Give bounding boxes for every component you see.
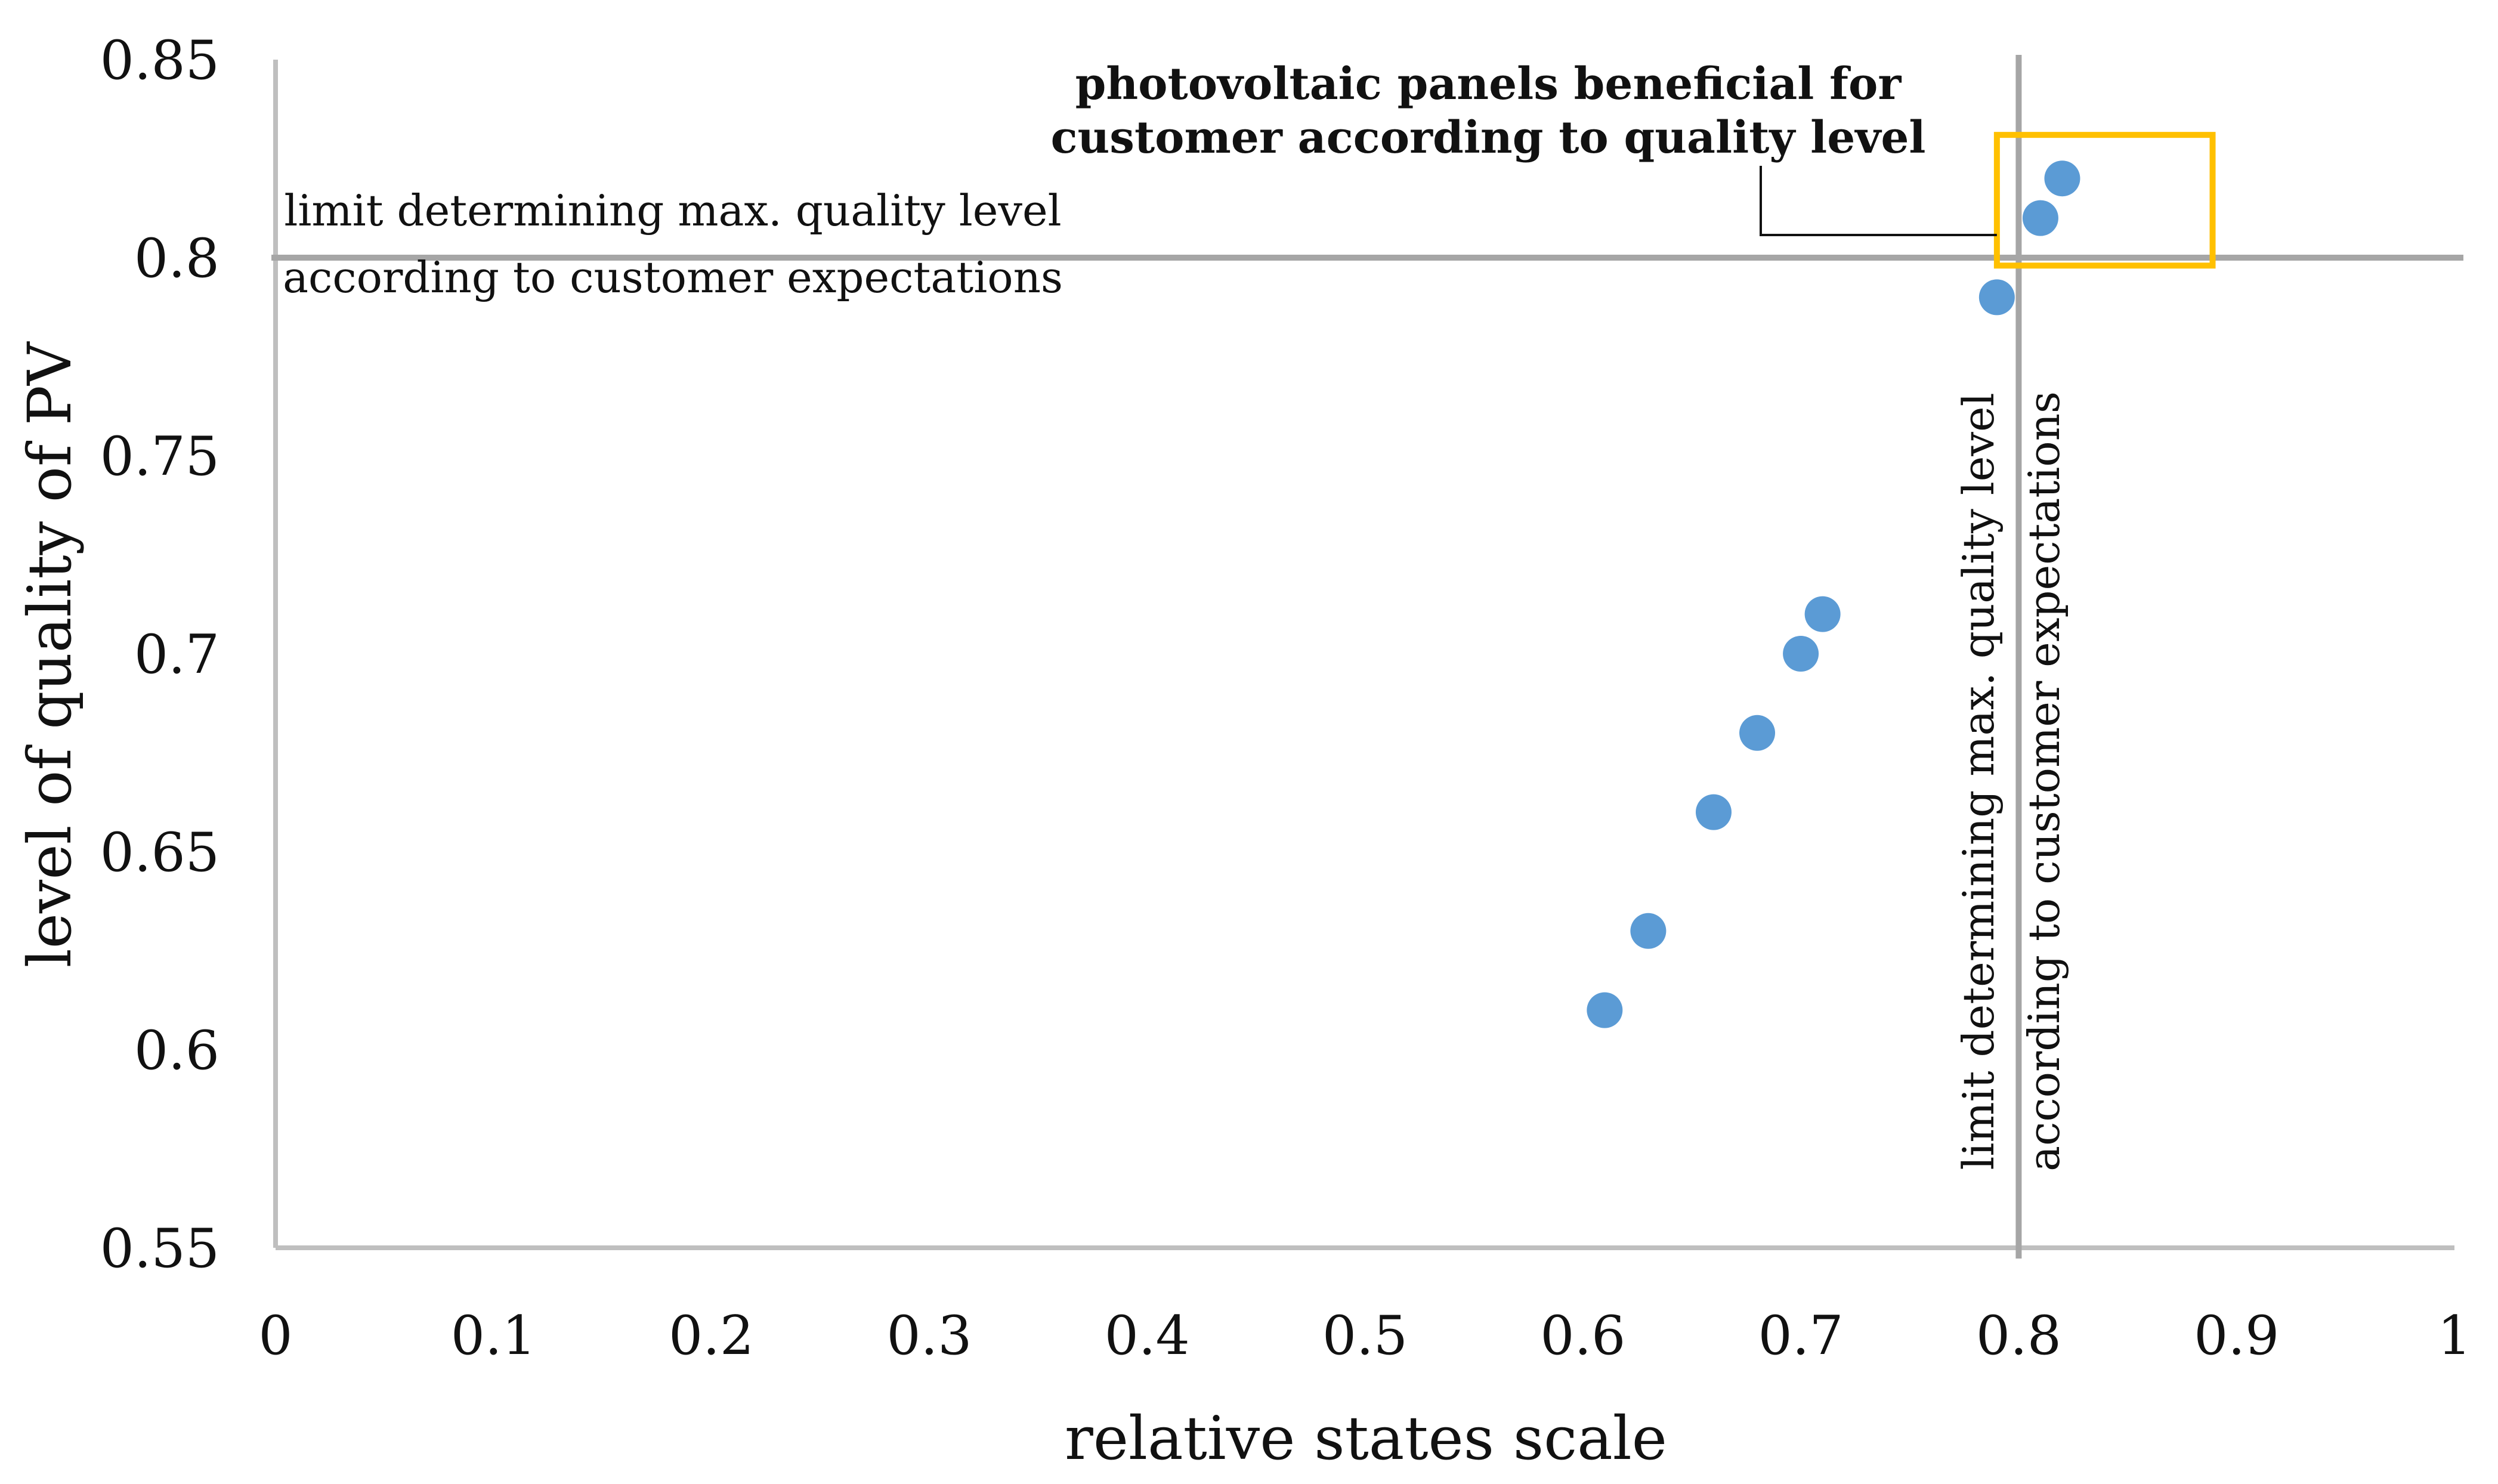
y-axis-title: level of quality of PV bbox=[15, 341, 85, 967]
x-tick-label: 0.4 bbox=[1105, 1304, 1190, 1367]
x-axis-title: relative states scale bbox=[1065, 1403, 1667, 1473]
vertical-limit-label-line2: according to customer expectations bbox=[2019, 391, 2069, 1171]
x-tick-label: 0.2 bbox=[669, 1304, 754, 1367]
data-point bbox=[1695, 794, 1732, 830]
x-tick-label: 1 bbox=[2437, 1304, 2471, 1367]
horizontal-limit-label-line1: limit determining max. quality level bbox=[284, 186, 1061, 236]
y-tick-label: 0.7 bbox=[134, 623, 219, 686]
data-point bbox=[1804, 596, 1841, 632]
x-tick-label: 0.9 bbox=[2194, 1304, 2279, 1367]
data-point bbox=[2044, 160, 2080, 197]
beneficial-label-line1: photovoltaic panels beneficial for bbox=[1075, 58, 1902, 110]
y-tick-label: 0.6 bbox=[134, 1019, 219, 1082]
data-point bbox=[1630, 913, 1667, 949]
x-tick-label: 0.7 bbox=[1758, 1304, 1844, 1367]
x-tick-label: 0.8 bbox=[1976, 1304, 2061, 1367]
data-point bbox=[1739, 715, 1776, 751]
data-point bbox=[2022, 200, 2058, 236]
data-point bbox=[1978, 279, 2015, 316]
reference-lines bbox=[271, 55, 2463, 1259]
x-tick-label: 0.6 bbox=[1540, 1304, 1625, 1367]
axes bbox=[273, 60, 2454, 1250]
x-tick-label: 0.3 bbox=[886, 1304, 972, 1367]
beneficial-highlight-box bbox=[1993, 132, 2216, 269]
data-point bbox=[1587, 992, 1623, 1028]
data-point bbox=[1783, 636, 1819, 672]
y-tick-label: 0.75 bbox=[100, 425, 219, 488]
y-tick-label: 0.8 bbox=[134, 227, 219, 290]
y-tick-label: 0.65 bbox=[100, 821, 219, 884]
data-points bbox=[1587, 160, 2080, 1028]
x-tick-label: 0 bbox=[258, 1304, 292, 1367]
y-tick-labels: 0.55 0.6 0.65 0.7 0.75 0.8 0.85 bbox=[100, 29, 219, 1280]
callout-leader-line bbox=[1760, 166, 1997, 236]
x-tick-label: 0.5 bbox=[1322, 1304, 1408, 1367]
horizontal-limit-label-line2: according to customer expectations bbox=[283, 252, 1063, 302]
vertical-limit-label-line1: limit determining max. quality level bbox=[1953, 392, 2004, 1170]
beneficial-label-line2: customer according to quality level bbox=[1050, 112, 1925, 163]
x-tick-labels: 0 0.1 0.2 0.3 0.4 0.5 0.6 0.7 0.8 0.9 1 bbox=[258, 1304, 2471, 1367]
x-tick-label: 0.1 bbox=[451, 1304, 536, 1367]
y-tick-label: 0.85 bbox=[100, 29, 219, 92]
y-tick-label: 0.55 bbox=[100, 1217, 219, 1280]
